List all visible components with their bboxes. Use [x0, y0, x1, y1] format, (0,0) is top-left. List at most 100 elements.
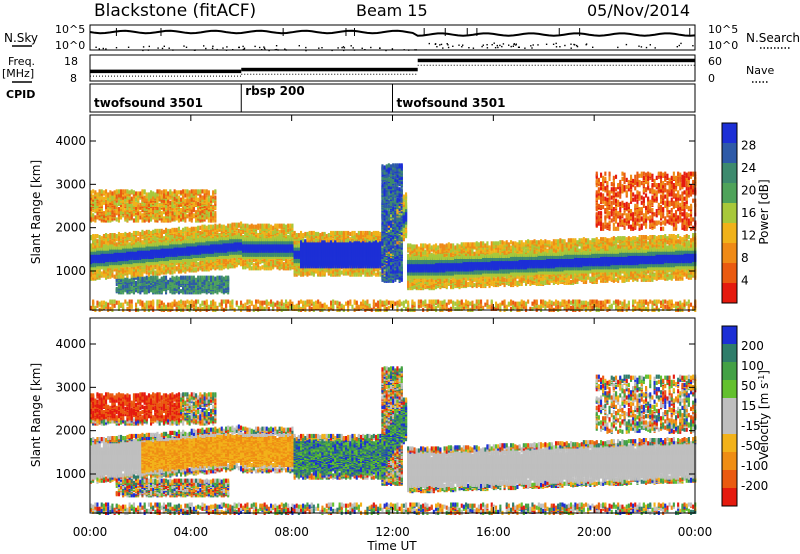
power-cell — [139, 211, 141, 215]
search-noise-point — [226, 46, 227, 47]
power-cell — [101, 301, 103, 305]
power-cell — [137, 300, 139, 304]
power-cell — [238, 229, 240, 233]
power-cell — [193, 301, 195, 305]
power-cell — [146, 301, 148, 305]
power-cell — [137, 191, 139, 195]
search-noise-point — [655, 47, 656, 48]
power-cell — [249, 225, 251, 229]
power-cell — [109, 300, 111, 304]
power-cell — [182, 189, 184, 193]
search-noise-point — [570, 44, 571, 45]
search-noise-point — [533, 44, 534, 45]
power-cell — [212, 190, 214, 194]
power-cell — [103, 234, 105, 238]
search-noise-point — [503, 43, 504, 44]
power-cell — [169, 278, 171, 282]
power-cell — [135, 198, 137, 202]
search-noise-point — [354, 49, 355, 50]
power-cell — [214, 224, 216, 228]
power-cell — [96, 269, 98, 273]
power-cell — [204, 225, 206, 229]
power-cell — [120, 233, 122, 237]
power-cell — [99, 302, 101, 306]
power-cell — [186, 276, 188, 280]
search-noise-point — [172, 49, 173, 50]
search-noise-point — [524, 48, 525, 49]
power-cell — [174, 234, 176, 238]
power-cell — [180, 289, 182, 293]
power-cell — [103, 305, 105, 309]
power-cell — [208, 305, 210, 309]
power-cell — [195, 201, 197, 205]
power-cell — [197, 189, 199, 193]
power-cell — [216, 306, 218, 310]
search-noise-point — [530, 45, 531, 46]
power-cell — [231, 300, 233, 304]
power-cell — [114, 304, 116, 308]
power-cell — [156, 238, 158, 242]
power-cell — [174, 300, 176, 304]
power-cell — [184, 199, 186, 203]
power-cell — [189, 212, 191, 216]
power-cell — [103, 301, 105, 305]
power-cell — [274, 224, 276, 228]
power-cell — [120, 215, 122, 219]
search-noise-point — [276, 49, 277, 50]
power-cell — [103, 211, 105, 215]
power-cell — [120, 193, 122, 197]
power-cell — [159, 279, 161, 283]
power-cell — [186, 232, 188, 236]
power-cell — [109, 190, 111, 194]
search-noise-point — [169, 48, 170, 49]
power-cell — [176, 302, 178, 306]
power-cell — [107, 234, 109, 238]
search-noise-point — [511, 46, 512, 47]
power-cell — [109, 216, 111, 220]
power-heatmap — [90, 163, 696, 312]
search-noise-point — [516, 44, 517, 45]
power-cell — [199, 304, 201, 308]
power-cell — [105, 189, 107, 193]
power-cell — [150, 190, 152, 194]
search-noise-point — [305, 47, 306, 48]
power-cell — [176, 276, 178, 280]
power-cell — [133, 190, 135, 194]
power-cell — [159, 229, 161, 233]
power-cell — [195, 217, 197, 221]
search-noise-point — [448, 47, 449, 48]
power-cell — [146, 276, 148, 280]
search-noise-point — [452, 46, 453, 47]
power-cell — [180, 300, 182, 304]
power-cell — [154, 229, 156, 233]
power-cell — [167, 191, 169, 195]
power-cell — [208, 276, 210, 280]
power-cell — [94, 306, 96, 310]
power-cell — [156, 300, 158, 304]
search-noise-point — [385, 50, 386, 51]
search-noise-point — [577, 46, 578, 47]
power-cell — [206, 276, 208, 280]
search-noise-point — [617, 47, 618, 48]
power-cell — [276, 224, 278, 228]
power-cell — [212, 300, 214, 304]
power-cell — [111, 210, 113, 214]
power-cell — [156, 287, 158, 291]
power-cell — [131, 286, 133, 290]
power-cell — [94, 202, 96, 206]
power-cell — [191, 205, 193, 209]
power-cell — [141, 273, 143, 277]
search-noise-point — [331, 50, 332, 51]
power-cell — [135, 281, 137, 285]
power-cell — [146, 270, 148, 274]
power-cell — [163, 283, 165, 287]
search-noise-point — [212, 48, 213, 49]
search-noise-point — [626, 44, 627, 45]
power-cell — [92, 300, 94, 304]
power-cell — [174, 197, 176, 201]
power-cell — [135, 215, 137, 219]
search-noise-point — [222, 47, 223, 48]
power-cell — [139, 215, 141, 219]
power-cell — [156, 276, 158, 280]
power-cell — [171, 270, 173, 274]
